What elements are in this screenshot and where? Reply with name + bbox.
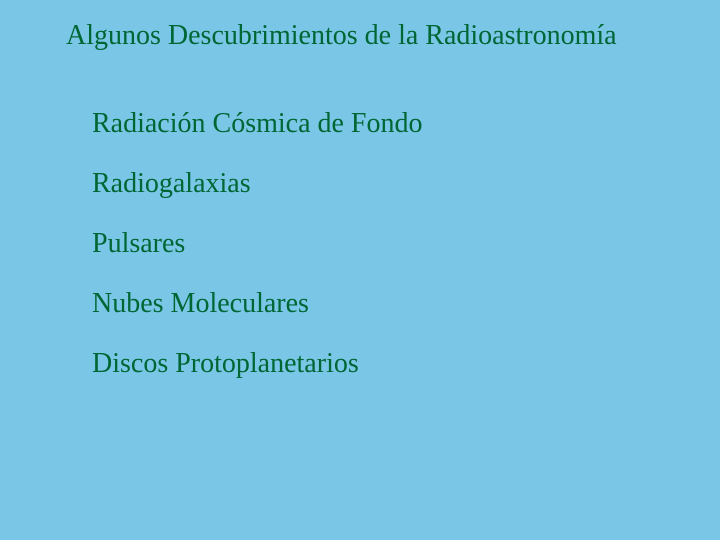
- discovery-list: Radiación Cósmica de Fondo Radiogalaxias…: [92, 108, 423, 408]
- slide-title: Algunos Descubrimientos de la Radioastro…: [66, 20, 617, 52]
- list-item: Nubes Moleculares: [92, 288, 423, 320]
- list-item: Pulsares: [92, 228, 423, 260]
- list-item: Radiación Cósmica de Fondo: [92, 108, 423, 140]
- list-item: Discos Protoplanetarios: [92, 348, 423, 380]
- list-item: Radiogalaxias: [92, 168, 423, 200]
- slide: Algunos Descubrimientos de la Radioastro…: [0, 0, 720, 540]
